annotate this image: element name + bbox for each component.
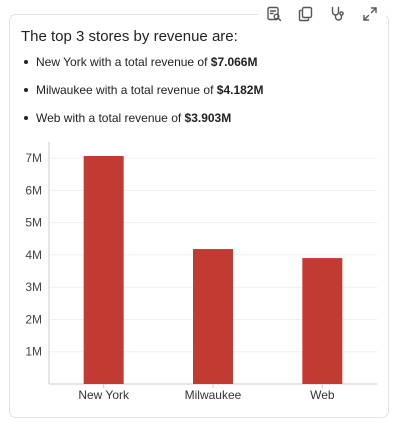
y-tick-label: 3M <box>25 280 42 294</box>
y-tick-label: 7M <box>25 151 42 165</box>
finding-value: $7.066M <box>210 55 258 69</box>
y-tick-label: 1M <box>25 345 42 359</box>
bar-new-york <box>83 156 124 384</box>
expand-button[interactable] <box>354 4 386 24</box>
list-item: New York with a total revenue of $7.066M <box>21 55 263 83</box>
finding-text: New York with a total revenue of <box>36 55 211 69</box>
expand-icon <box>363 7 377 21</box>
finding-value: $3.903M <box>184 111 232 125</box>
finding-text: Milwaukee with a total revenue of <box>36 83 217 97</box>
finding-value: $4.182M <box>216 83 264 97</box>
y-tick-label: 6M <box>25 183 42 197</box>
y-tick-label: 5M <box>25 216 42 230</box>
list-item: Milwaukee with a total revenue of $4.182… <box>21 83 263 111</box>
diagnose-button[interactable] <box>322 4 354 24</box>
y-tick-label: 2M <box>25 312 42 326</box>
finding-text: Web with a total revenue of <box>36 111 185 125</box>
inspect-query-button[interactable] <box>258 4 290 24</box>
x-tick-label: New York <box>78 388 130 402</box>
x-tick-label: Web <box>310 388 335 402</box>
x-tick-label: Milwaukee <box>185 388 242 402</box>
bar-web <box>302 258 343 384</box>
answer-heading: The top 3 stores by revenue are: <box>21 28 238 45</box>
list-item: Web with a total revenue of $3.903M <box>21 111 263 139</box>
inspect-query-icon <box>267 6 282 22</box>
copy-icon <box>298 6 313 22</box>
copy-button[interactable] <box>290 4 322 24</box>
y-tick-label: 4M <box>25 248 42 262</box>
findings-list: New York with a total revenue of $7.066M… <box>21 55 263 139</box>
bar-milwaukee <box>193 249 233 384</box>
card-toolbar <box>258 4 386 24</box>
stethoscope-icon <box>331 6 344 21</box>
